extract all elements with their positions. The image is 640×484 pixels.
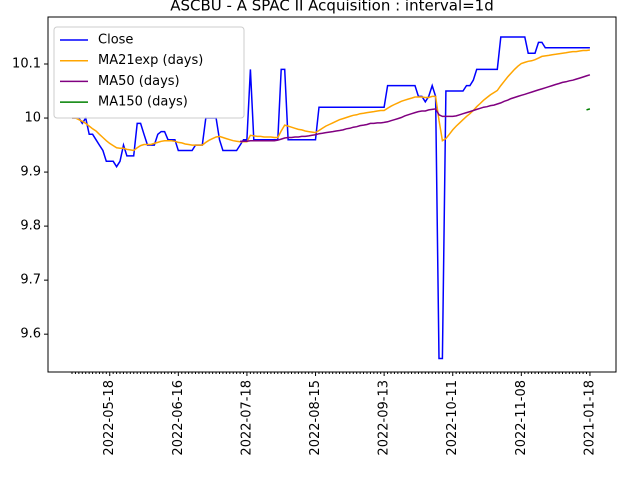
plot-frame bbox=[47, 16, 617, 373]
x-tick-label: 2022-07-18 bbox=[239, 380, 254, 456]
series-line bbox=[586, 108, 591, 111]
legend-label: MA21exp (days) bbox=[98, 53, 203, 68]
y-tick-label: 10 bbox=[24, 111, 41, 126]
x-tick-label: 2022-11-08 bbox=[514, 380, 529, 456]
series-line bbox=[240, 74, 591, 143]
legend-label: MA150 (days) bbox=[98, 95, 188, 110]
legend-label: MA50 (days) bbox=[98, 74, 180, 89]
y-tick-label: 10.1 bbox=[12, 57, 41, 72]
y-tick-label: 9.9 bbox=[20, 165, 41, 180]
legend: Close MA21exp (days) MA50 (days) MA150 (day… bbox=[53, 26, 245, 119]
y-tick-label: 9.8 bbox=[20, 219, 41, 234]
x-tick-label: 2022-06-16 bbox=[171, 380, 186, 456]
x-tick-label: 2021-01-18 bbox=[582, 380, 597, 456]
x-tick-label: 2022-08-15 bbox=[308, 380, 323, 456]
x-tick-label: 2022-05-18 bbox=[102, 380, 117, 456]
chart-title: ASCBU - A SPAC II Acquisition : interval… bbox=[170, 0, 494, 15]
legend-box bbox=[53, 26, 245, 119]
y-tick-label: 9.6 bbox=[20, 327, 41, 342]
x-tick-label: 2022-09-13 bbox=[377, 380, 392, 456]
series-line bbox=[72, 49, 591, 152]
x-tick-label: 2022-10-11 bbox=[445, 380, 460, 456]
series-line bbox=[72, 36, 590, 360]
y-tick-label: 9.7 bbox=[20, 273, 41, 288]
legend-label: Close bbox=[98, 33, 133, 48]
